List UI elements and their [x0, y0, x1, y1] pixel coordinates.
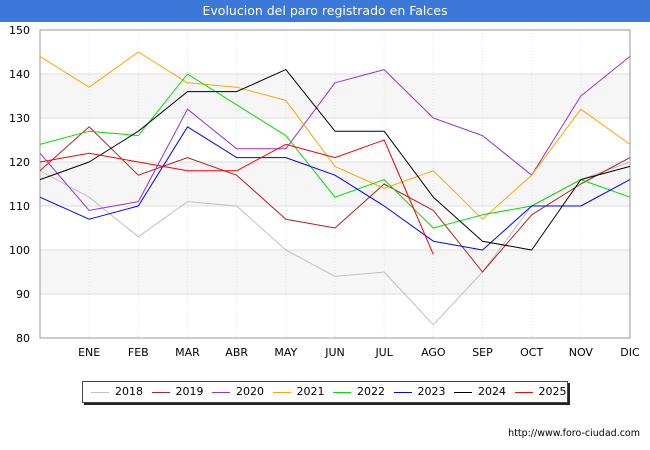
legend-swatch	[272, 391, 291, 393]
legend-label: 2025	[538, 385, 567, 398]
legend-label: 2024	[478, 385, 506, 398]
chart-title: Evolucion del paro registrado en Falces	[0, 0, 650, 22]
y-tick-label: 120	[9, 156, 30, 169]
series-line-2023	[39, 126, 631, 251]
legend-swatch	[454, 391, 472, 393]
y-tick-label: 90	[16, 288, 30, 301]
legend-swatch	[393, 391, 412, 393]
x-tick-label: FEB	[128, 346, 149, 359]
y-tick-label: 130	[9, 112, 30, 125]
series-line-2024	[39, 69, 631, 251]
x-tick-label: ABR	[225, 346, 248, 359]
x-tick-label: OCT	[520, 346, 543, 359]
legend-label: 2019	[175, 385, 204, 398]
series-line-2019	[39, 126, 631, 273]
legend-item-2022: 2022	[333, 382, 385, 402]
legend-swatch	[514, 391, 533, 393]
x-tick-label: MAR	[175, 346, 200, 359]
legend-item-2020: 2020	[212, 382, 264, 402]
y-tick-label: 150	[9, 24, 30, 37]
legend-item-2021: 2021	[272, 382, 325, 402]
legend-swatch	[212, 391, 230, 393]
x-tick-label: MAY	[274, 346, 297, 359]
legend-label: 2021	[296, 385, 325, 398]
y-tick-label: 140	[9, 68, 30, 81]
grid-band	[40, 250, 630, 294]
legend-item-2025: 2025	[514, 382, 567, 402]
y-tick-label: 80	[16, 332, 30, 345]
series-line-2025	[39, 139, 434, 255]
legend-item-2024: 2024	[454, 382, 506, 402]
legend-label: 2023	[417, 385, 446, 398]
legend-item-2023: 2023	[393, 382, 446, 402]
source-url: http://www.foro-ciudad.com	[508, 428, 640, 439]
series-line-2021	[39, 51, 631, 220]
legend-swatch	[91, 391, 109, 393]
x-tick-label: NOV	[569, 346, 594, 359]
x-tick-label: JUN	[324, 346, 345, 359]
x-tick-label: DIC	[620, 346, 640, 359]
legend-swatch	[151, 391, 170, 393]
legend-item-2019: 2019	[151, 382, 204, 402]
legend-label: 2022	[357, 385, 385, 398]
chart-legend: 2018 2019 2020 2021 2022 2023 2024 2025	[82, 381, 568, 403]
legend-label: 2018	[115, 385, 143, 398]
x-tick-label: AGO	[421, 346, 446, 359]
plot-border	[39, 29, 631, 339]
legend-item-2018: 2018	[91, 382, 143, 402]
legend-label: 2020	[236, 385, 264, 398]
legend-swatch	[333, 391, 351, 393]
x-tick-label: JUL	[374, 346, 393, 359]
x-tick-label: ENE	[78, 346, 100, 359]
y-tick-label: 100	[9, 244, 30, 257]
x-tick-label: SEP	[472, 346, 493, 359]
y-tick-label: 110	[9, 200, 30, 213]
